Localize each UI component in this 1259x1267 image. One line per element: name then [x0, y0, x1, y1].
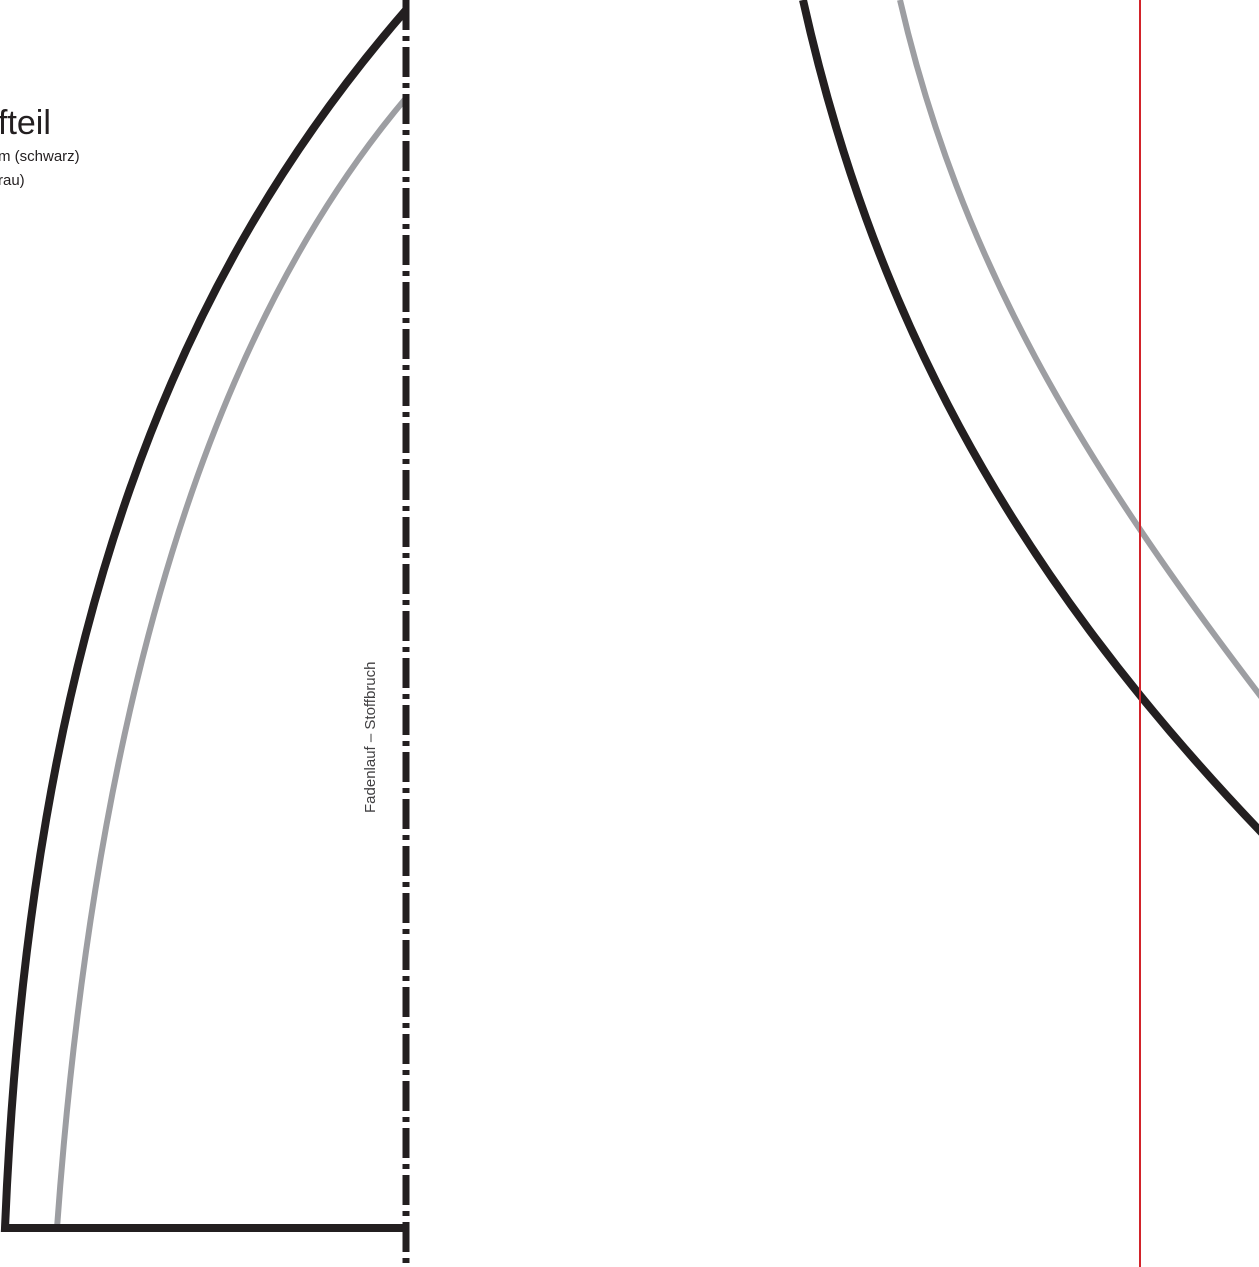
pattern-title-block: fteil m (schwarz) rau) — [0, 104, 80, 189]
legend-line-grey: rau) — [0, 172, 25, 189]
legend-line-black: m (schwarz) — [0, 148, 80, 165]
seam-line-right-piece — [900, 0, 1259, 698]
pattern-piece-title: fteil — [0, 104, 51, 142]
cutting-line-right-piece — [803, 0, 1259, 833]
cutting-line-left-piece — [5, 10, 406, 1228]
fold-grainline-label: Fadenlauf – Stoffbruch — [362, 662, 379, 814]
